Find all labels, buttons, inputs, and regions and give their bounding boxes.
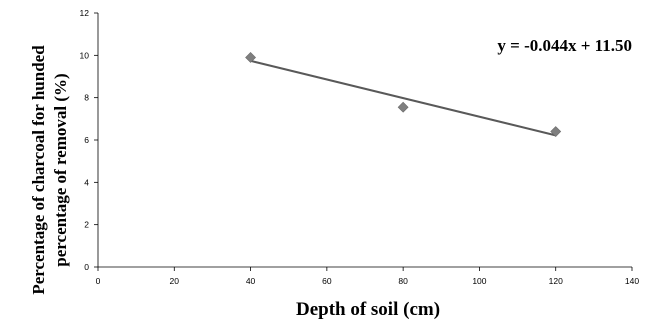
trendline (250, 59, 556, 137)
x-tick-label: 100 (472, 276, 486, 286)
y-axis-title-line-2: percentage of removal (%) (51, 73, 70, 266)
x-tick-label: 0 (96, 276, 101, 286)
y-tick-label: 10 (80, 50, 90, 60)
y-tick-label: 8 (84, 93, 89, 103)
x-tick-label: 40 (246, 276, 256, 286)
x-tick-label: 20 (170, 276, 180, 286)
data-point-marker (397, 101, 409, 113)
y-tick-label: 6 (84, 135, 89, 145)
data-point-marker (550, 126, 562, 137)
y-tick-label: 0 (84, 262, 89, 272)
x-tick-group: 0 20 40 60 80 100 120 140 (96, 267, 639, 286)
trendline-equation: y = -0.044x + 11.50 (497, 36, 632, 55)
x-tick-label: 80 (398, 276, 408, 286)
x-tick-label: 120 (549, 276, 563, 286)
data-point-marker (245, 52, 256, 63)
y-tick-label: 4 (84, 177, 89, 187)
x-axis-title: Depth of soil (cm) (296, 299, 440, 320)
x-tick-label: 140 (625, 276, 639, 286)
y-tick-group: 0 2 4 6 8 10 12 (80, 8, 98, 272)
x-tick-label: 60 (322, 276, 332, 286)
y-tick-label: 12 (80, 8, 90, 18)
data-points (245, 52, 562, 137)
y-axis-title-line-1: Percentage of charcoal for hunded (29, 45, 48, 295)
y-tick-label: 2 (84, 220, 89, 230)
